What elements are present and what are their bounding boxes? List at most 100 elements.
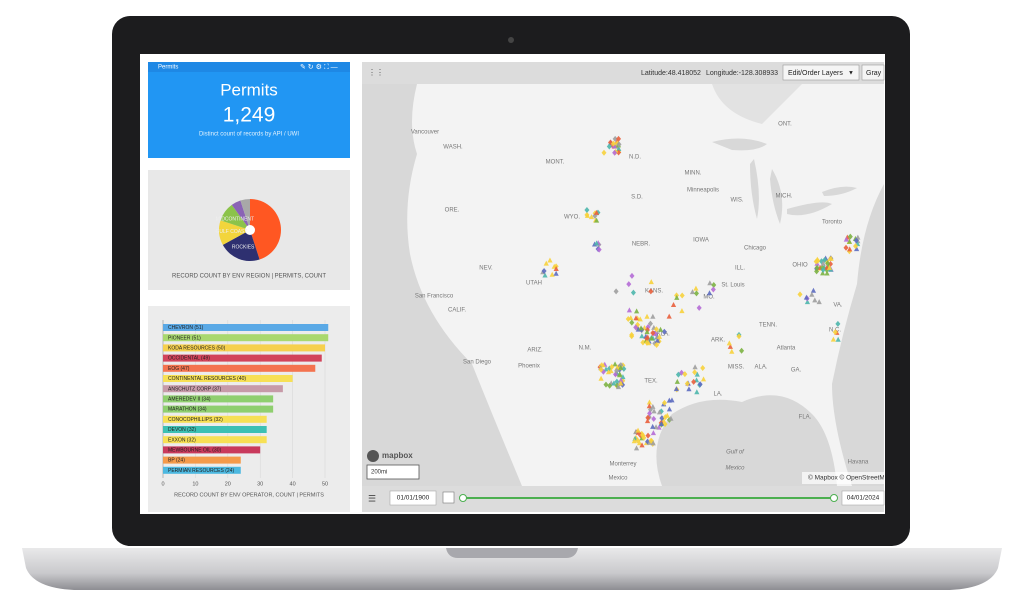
map-marker — [727, 343, 733, 349]
pie-hole — [245, 225, 255, 235]
map-marker — [707, 280, 713, 286]
map-marker — [820, 266, 826, 273]
map-marker — [646, 403, 652, 409]
map-label: UTAH — [526, 281, 542, 287]
map-marker — [711, 282, 717, 289]
pie-slice — [220, 204, 250, 230]
pie-label: GULF COAST — [216, 229, 248, 235]
grip-icon[interactable]: ⋮⋮ — [368, 68, 384, 77]
map-marker — [614, 367, 620, 374]
attribution-bg — [802, 472, 884, 484]
map-label: ORE. — [445, 208, 460, 214]
map-label: Mexico — [608, 476, 628, 482]
pie-slice — [219, 220, 250, 245]
bar-label: EOG (47) — [168, 366, 190, 372]
map-marker — [662, 399, 668, 406]
dropdown-arrow[interactable]: ▼ — [848, 71, 854, 77]
bar — [163, 466, 241, 474]
map-marker — [814, 264, 820, 271]
pie-label: ROCKIES — [232, 245, 255, 251]
map-marker — [611, 143, 617, 149]
layers-button[interactable] — [782, 64, 860, 81]
map-marker — [629, 319, 635, 326]
basemap-button-label[interactable]: Gray — [866, 70, 882, 77]
widget-title: Permits — [220, 80, 278, 99]
map-marker — [598, 366, 604, 373]
calendar-button[interactable] — [442, 491, 455, 504]
slider-handle-start[interactable] — [459, 494, 467, 502]
start-date-input[interactable] — [389, 490, 437, 506]
map-label: WIS. — [731, 198, 744, 204]
pie-slice — [250, 199, 281, 260]
map-marker — [640, 339, 646, 346]
bar — [163, 385, 283, 393]
camera — [508, 37, 514, 43]
map-marker — [656, 333, 663, 339]
map-label: FLA. — [799, 415, 812, 421]
map-marker — [621, 365, 627, 372]
map-marker — [596, 246, 602, 253]
map-marker — [644, 418, 651, 424]
map-marker — [710, 286, 716, 293]
pie-label: MIDCONTINENT — [216, 216, 254, 222]
mapbox-icon — [367, 450, 379, 462]
bar — [163, 446, 261, 454]
map-label: Minneapolis — [687, 188, 719, 194]
map-marker — [656, 409, 663, 415]
end-date[interactable]: 04/01/2024 — [847, 495, 880, 502]
slider-handle-end[interactable] — [830, 494, 838, 502]
pacific — [362, 84, 522, 486]
map-marker — [700, 376, 707, 382]
map-marker — [629, 331, 635, 338]
map-marker — [691, 378, 697, 385]
map-marker — [692, 369, 698, 376]
map-marker — [812, 297, 818, 303]
bar-label: MEWBOURNE OIL (30) — [168, 448, 221, 454]
map-marker — [647, 320, 653, 327]
map-label: MINN. — [685, 171, 702, 177]
map-marker — [620, 374, 626, 380]
pie-slice — [231, 200, 250, 230]
map-label: N.D. — [629, 155, 641, 161]
map-marker — [815, 257, 821, 264]
map-label: ARK. — [711, 338, 725, 344]
bar — [163, 405, 274, 413]
map-marker — [659, 415, 665, 422]
pie-chart: ROCKIES GULF COAST MIDCONTINENT — [216, 199, 281, 261]
map-marker — [613, 371, 619, 378]
map-marker — [603, 366, 609, 372]
map-marker — [600, 368, 606, 375]
map[interactable]: Vancouver WASH. MONT. N.D. ONT. ORE. WYO. S.D. M… — [362, 84, 885, 486]
map-marker — [601, 149, 607, 156]
mapbox-logo: mapbox — [382, 451, 413, 460]
permits-widget — [148, 62, 350, 158]
map-marker — [853, 237, 859, 244]
bar-label: CONOCOPHILLIPS (32) — [168, 417, 223, 423]
laptop-base — [22, 548, 1002, 590]
map-marker — [645, 438, 651, 445]
map-marker — [650, 313, 656, 319]
end-date-input[interactable] — [841, 490, 885, 506]
list-icon[interactable]: ☰ — [368, 493, 376, 503]
map-toolbar — [362, 62, 884, 84]
map-marker — [669, 397, 675, 403]
map-marker — [828, 255, 834, 261]
map-marker — [809, 291, 815, 297]
layers-button-label[interactable]: Edit/Order Layers — [788, 70, 843, 77]
map-marker — [547, 257, 553, 263]
widget-tools[interactable]: ✎ ↻ ⚙ ⛶ — — [300, 63, 338, 71]
map-marker — [626, 281, 632, 288]
bar — [163, 354, 322, 362]
map-marker — [644, 335, 650, 342]
map-marker — [810, 287, 817, 293]
map-marker — [700, 365, 706, 372]
map-label: Phoenix — [518, 364, 540, 370]
map-marker — [593, 209, 600, 215]
map-marker — [673, 386, 680, 392]
map-marker — [645, 414, 651, 421]
start-date[interactable]: 01/01/1900 — [397, 495, 430, 502]
basemap-button[interactable] — [861, 64, 885, 81]
map-label: N.M. — [579, 346, 592, 352]
map-marker — [853, 243, 859, 250]
